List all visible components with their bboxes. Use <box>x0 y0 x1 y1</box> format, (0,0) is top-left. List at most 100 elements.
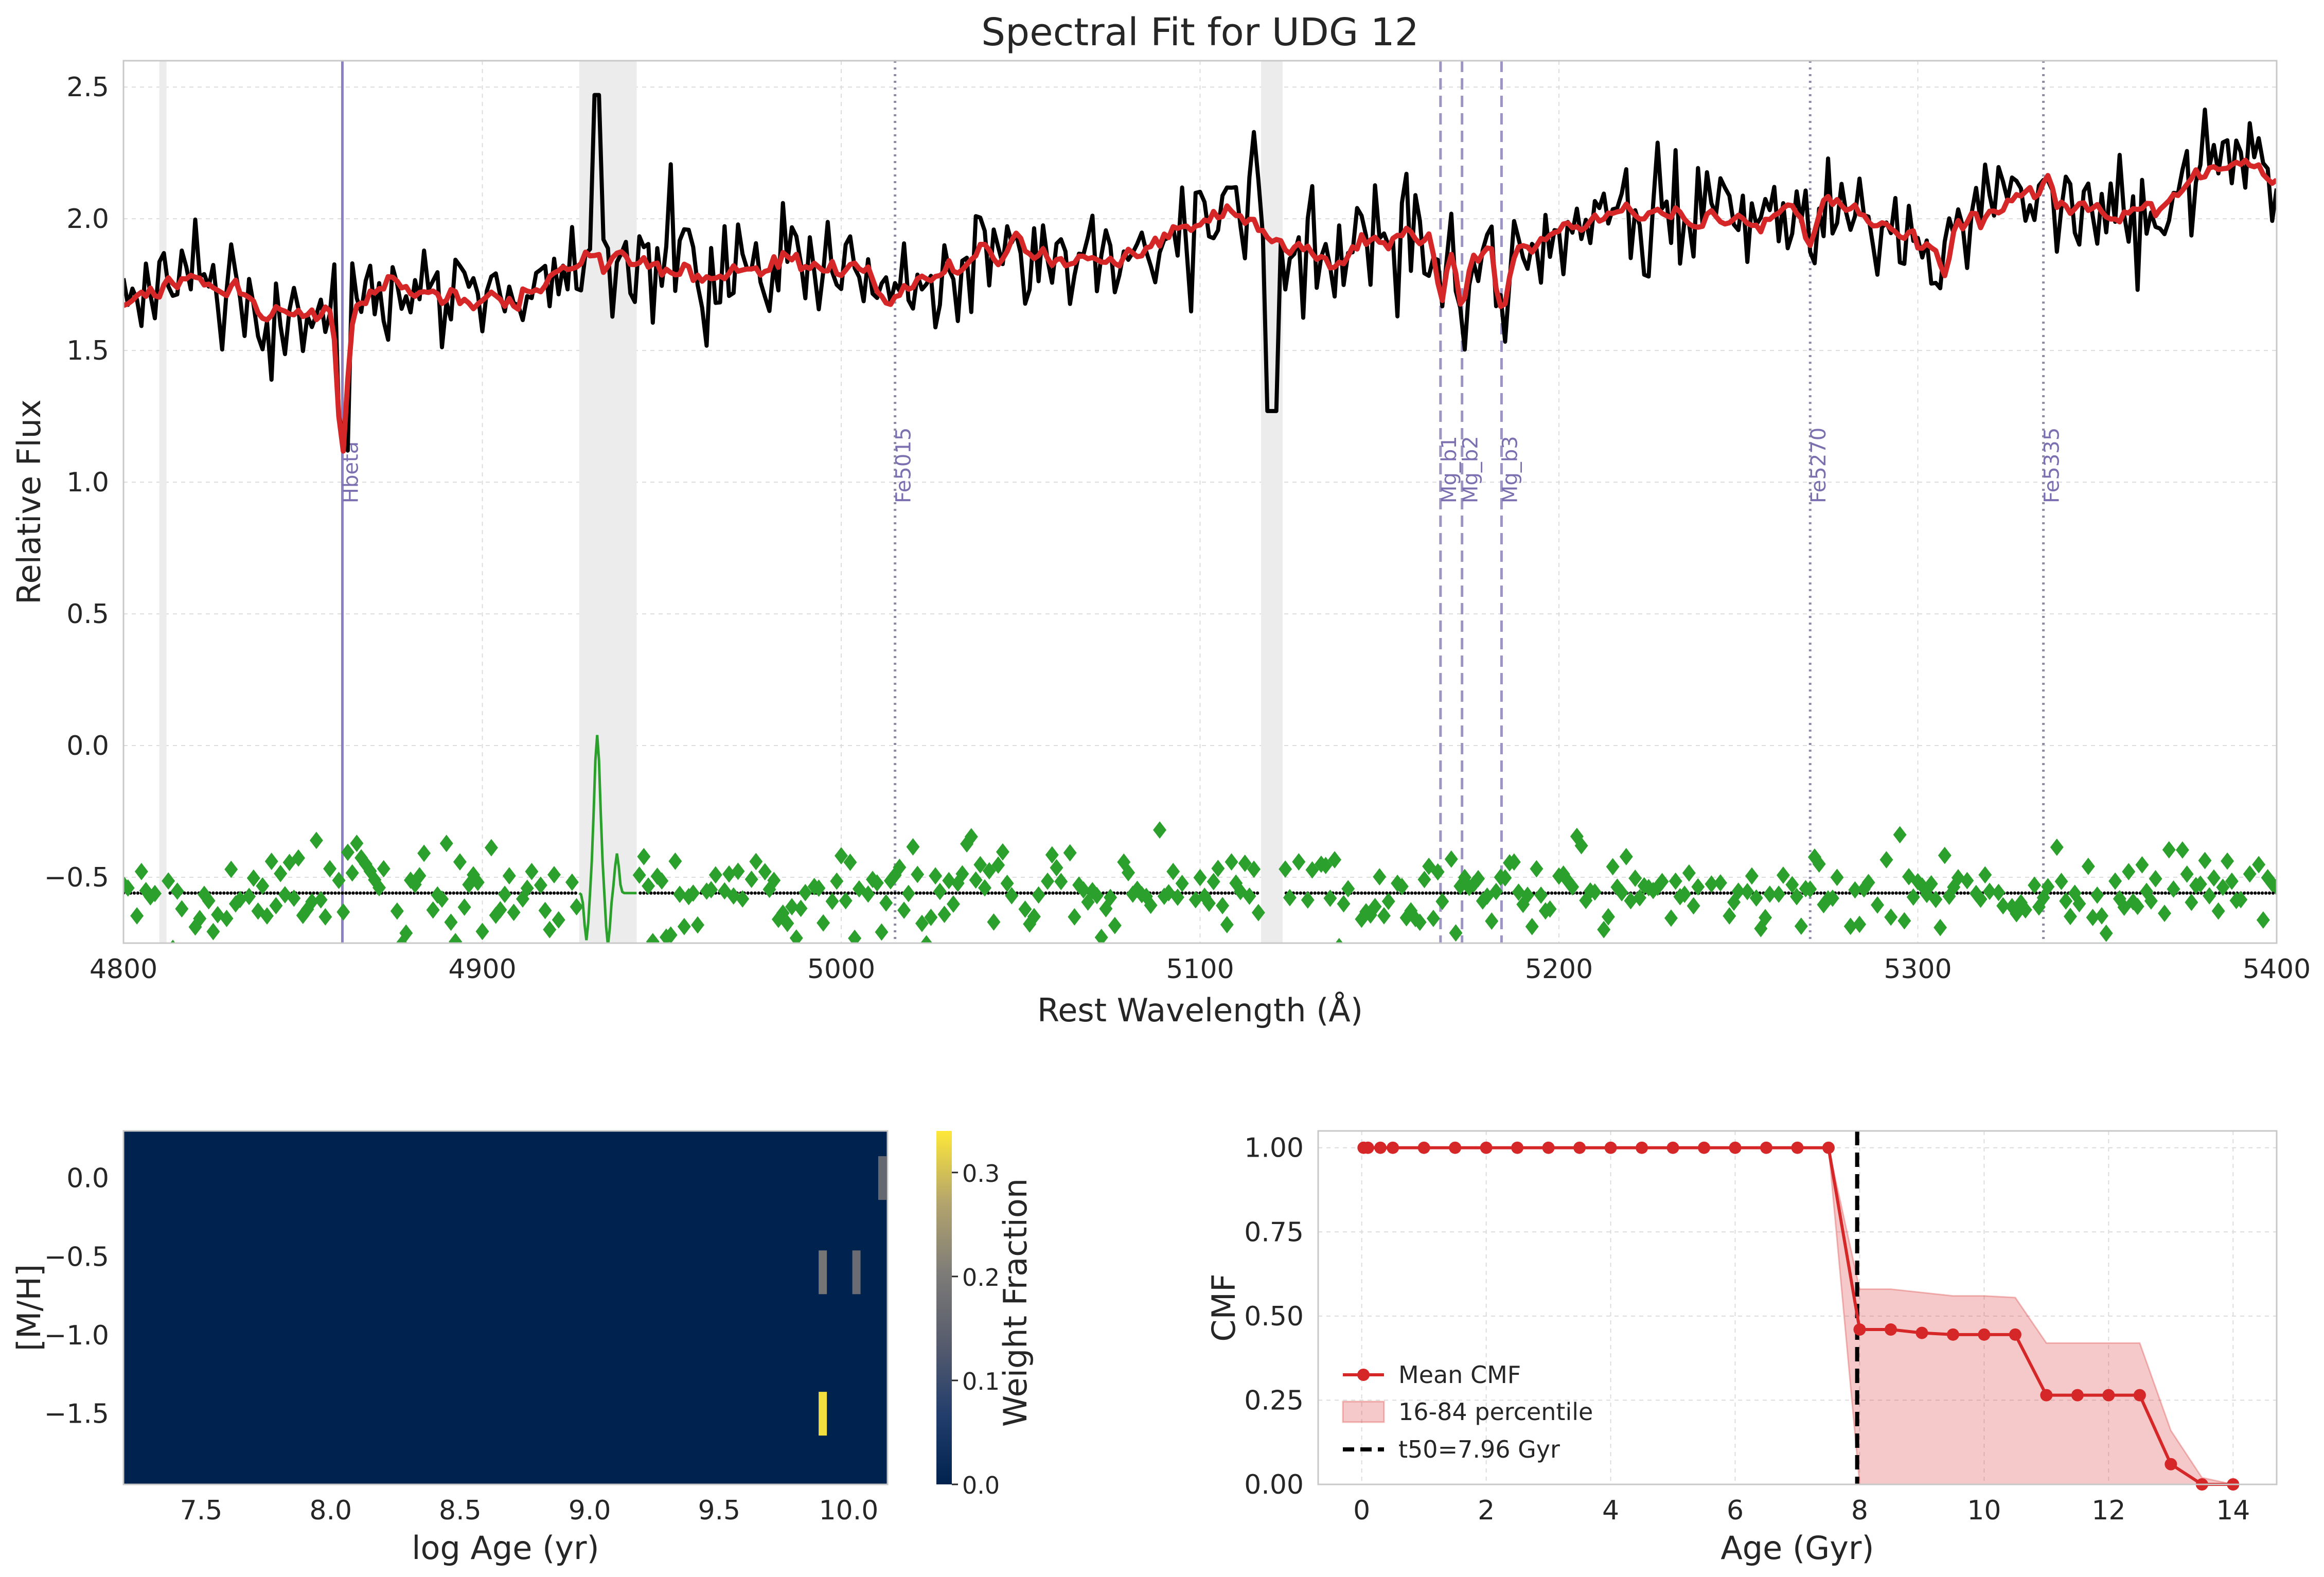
zero-dot <box>312 891 315 895</box>
residual-point <box>484 839 498 857</box>
heatmap-cells <box>123 1131 888 1484</box>
residual-point <box>413 867 427 885</box>
residual-point <box>193 910 207 928</box>
residual-point <box>1691 878 1705 896</box>
zero-dot <box>660 891 664 895</box>
residual-point <box>2221 852 2234 870</box>
zero-dot <box>1633 891 1636 895</box>
residual-point <box>525 862 539 880</box>
residual-point <box>396 935 407 943</box>
residual-point <box>1951 869 1965 887</box>
residual-point <box>1794 917 1808 935</box>
residual-point <box>417 844 431 862</box>
residual-point <box>296 907 310 924</box>
zero-dot <box>951 891 954 895</box>
residual-point <box>673 885 687 903</box>
residual-point <box>2270 878 2277 896</box>
zero-dot <box>1553 891 1557 895</box>
residual-point <box>170 882 184 900</box>
residual-point <box>646 933 660 943</box>
residual-point <box>1911 873 1925 891</box>
residual-point <box>1884 908 1898 926</box>
residual-point <box>812 879 826 897</box>
cmf-point <box>2165 1458 2177 1470</box>
cmf-point <box>1978 1328 1991 1341</box>
zero-dot <box>1611 891 1615 895</box>
spectrum-tick-labels: 4800 4900 5000 5100 5200 5300 5400 −0.5 0.0 0.5 1.… <box>44 72 2311 985</box>
zero-dot <box>990 891 994 895</box>
residual-point <box>1301 891 1315 909</box>
residual-point <box>1216 897 1230 915</box>
residual-point <box>1381 892 1395 910</box>
zero-dot <box>1560 891 1565 895</box>
residual-point <box>1068 908 1081 926</box>
zero-dot <box>786 891 789 895</box>
zero-dot <box>2260 891 2264 895</box>
zero-dot <box>473 891 477 895</box>
zero-dot <box>1898 891 1902 895</box>
residual-point <box>1597 920 1611 938</box>
spectrum-y-tick-label: 1.5 <box>66 335 109 366</box>
zero-dot <box>330 891 333 895</box>
zero-dot <box>825 891 829 895</box>
zero-dot <box>341 891 344 895</box>
residual-point <box>718 882 732 900</box>
residual-point <box>1373 868 1387 886</box>
masked-region <box>1261 61 1283 943</box>
residual-point <box>1485 912 1499 930</box>
cmf-x-tick-label: 0 <box>1353 1495 1370 1526</box>
residual-point <box>830 872 844 890</box>
zero-dot <box>1295 891 1299 895</box>
zero-dot <box>1048 891 1051 895</box>
residual-point <box>1601 908 1615 926</box>
residual-point <box>1507 853 1521 871</box>
zero-dot <box>1062 891 1066 895</box>
zero-dot <box>344 891 348 895</box>
cmf-point <box>1729 1141 1742 1154</box>
residual-point <box>946 895 960 913</box>
residual-point <box>2108 872 2122 890</box>
zero-dot <box>552 891 556 895</box>
zero-dot <box>211 891 215 895</box>
residual-point <box>404 871 417 889</box>
heatmap-cell <box>819 1250 827 1295</box>
zero-dot <box>890 891 893 895</box>
residual-point <box>1117 853 1131 871</box>
zero-dot <box>2228 891 2232 895</box>
zero-dot <box>2127 891 2132 895</box>
residual-point <box>282 854 296 872</box>
zero-dot <box>2181 891 2185 895</box>
residual-point <box>848 929 862 943</box>
residual-point <box>686 884 700 902</box>
heatmap-cell <box>852 1250 861 1295</box>
zero-dot <box>559 891 563 895</box>
residual-point <box>861 885 875 903</box>
residual-point <box>1785 876 1799 894</box>
zero-dot <box>1880 891 1884 895</box>
zero-dot <box>333 891 337 895</box>
residual-point <box>1871 896 1885 914</box>
residual-point <box>1413 913 1427 931</box>
zero-dot <box>782 891 786 895</box>
zero-dot <box>2271 891 2275 895</box>
absorption-line-label: Fe5015 <box>892 428 916 503</box>
zero-dot <box>258 891 262 895</box>
residual-point <box>1749 889 1763 907</box>
zero-dot <box>2178 891 2181 895</box>
zero-dot <box>918 891 922 895</box>
residual-point <box>726 887 740 905</box>
zero-dot <box>1374 891 1378 895</box>
residual-point <box>1229 874 1243 892</box>
cmf-point <box>1698 1141 1711 1154</box>
residual-point <box>1018 900 1032 918</box>
zero-dot <box>254 891 258 895</box>
cmf-point <box>1387 1141 1399 1154</box>
zero-dot <box>1708 891 1712 895</box>
residual-point <box>1251 903 1265 922</box>
zero-dot <box>1729 891 1733 895</box>
zero-dot <box>846 891 850 895</box>
zero-dot <box>1442 891 1446 895</box>
zero-dot <box>1669 891 1672 895</box>
cmf-point <box>2009 1328 2021 1341</box>
